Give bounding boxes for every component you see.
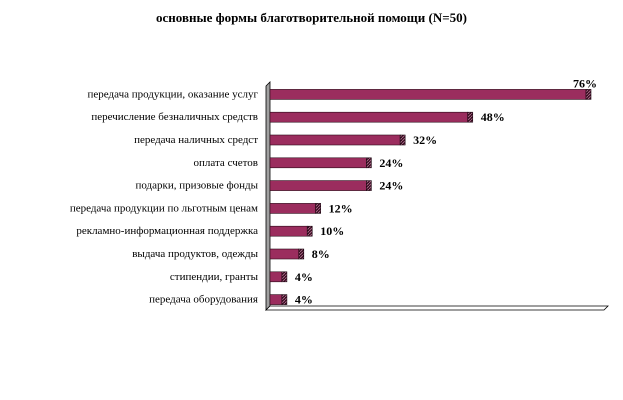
- bar: [269, 89, 587, 100]
- data-label: 10%: [320, 224, 344, 238]
- data-label: 48%: [481, 110, 505, 124]
- data-label: 24%: [379, 179, 403, 193]
- bar-end: [366, 157, 372, 169]
- bar: [269, 180, 367, 191]
- bar: [269, 271, 283, 283]
- bar-end: [399, 134, 406, 146]
- bar-end: [585, 89, 592, 100]
- bar: [269, 157, 367, 169]
- bar-end: [298, 248, 305, 260]
- bar: [269, 225, 308, 237]
- bar: [269, 203, 316, 214]
- data-label: 12%: [329, 201, 353, 215]
- data-label: 4%: [295, 270, 313, 284]
- bar-end: [306, 225, 313, 237]
- labels-group: передача продукции, оказание услуг 76% пер…: [70, 76, 597, 306]
- category-label: стипендии, гранты: [170, 271, 259, 283]
- category-label: оплата счетов: [194, 157, 258, 169]
- axis-floor: [265, 305, 609, 311]
- data-label: 32%: [413, 133, 437, 147]
- category-label: передача продукции, оказание услуг: [88, 88, 259, 100]
- bar-end: [315, 203, 321, 214]
- category-label: рекламно-информационная поддержка: [76, 225, 258, 237]
- category-label: передача оборудования: [149, 294, 258, 306]
- data-label: 8%: [312, 247, 330, 261]
- bar: [269, 248, 300, 260]
- bar-end: [281, 294, 288, 305]
- data-label: 4%: [295, 293, 313, 307]
- bar: [269, 294, 283, 305]
- bars-group: [269, 89, 592, 305]
- category-label: передача продукции по льготным ценам: [70, 202, 258, 214]
- bar-end: [281, 271, 288, 283]
- category-label: подарки, призовые фонды: [135, 180, 258, 192]
- data-label: 76%: [573, 76, 597, 90]
- bar: [269, 111, 469, 123]
- axis-wall: [265, 81, 271, 311]
- category-label: выдача продуктов, одежды: [132, 248, 258, 260]
- category-label: перечисление безналичных средств: [91, 111, 258, 123]
- bar-end: [366, 180, 372, 191]
- chart-title: основные формы благотворительной помощи …: [156, 10, 467, 25]
- axes: [265, 81, 609, 311]
- category-label: передача наличных средст: [134, 134, 258, 146]
- bar-end: [467, 111, 474, 123]
- data-label: 24%: [379, 156, 403, 170]
- bar: [269, 134, 401, 146]
